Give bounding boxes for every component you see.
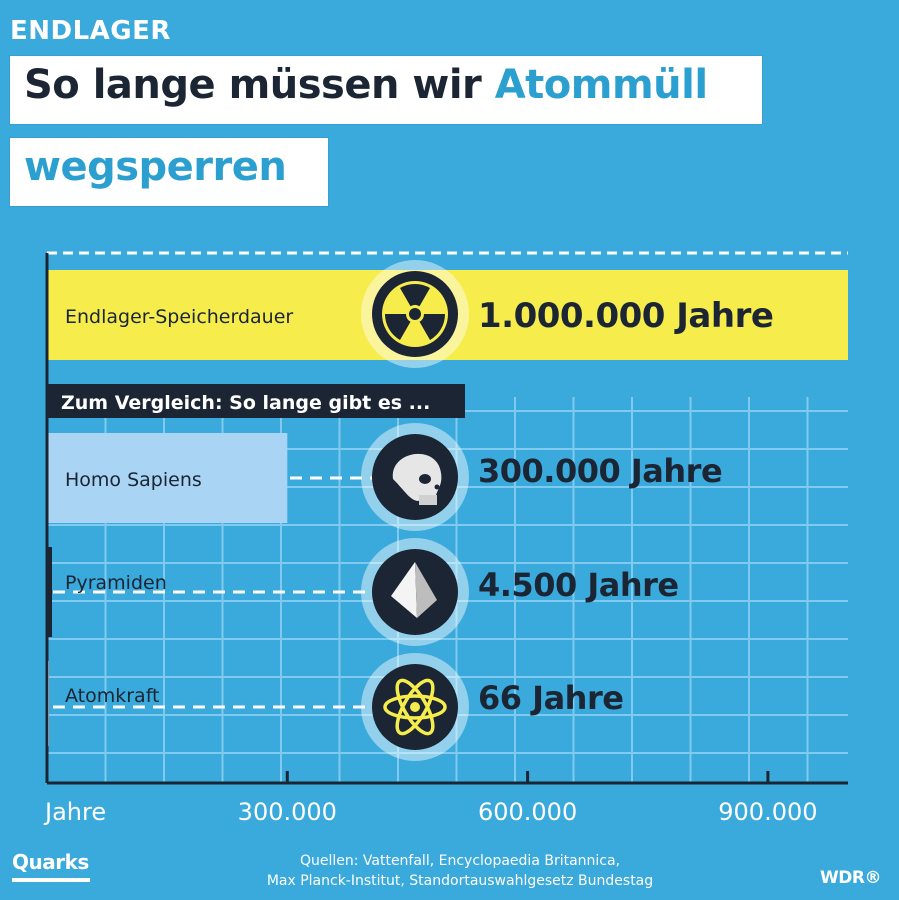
value-label: 4.500 Jahre <box>478 566 679 604</box>
skull-eye <box>419 474 431 484</box>
radiation-icon <box>361 260 469 368</box>
radiation-blade <box>385 314 411 340</box>
category-label: Homo Sapiens <box>65 469 202 491</box>
radiation-blade <box>400 284 430 307</box>
skull-nose <box>434 484 440 490</box>
atom-nucleus <box>410 702 420 712</box>
category-label: Pyramiden <box>65 572 167 594</box>
sources-text: Quellen: Vattenfall, Encyclopaedia Brita… <box>240 851 680 891</box>
category-label: Atomkraft <box>65 685 160 707</box>
category-label: Endlager-Speicherdauer <box>65 306 293 328</box>
atom-orbit <box>395 678 435 736</box>
pyramid-icon <box>361 538 469 646</box>
title-line1-dark: So lange müssen wir <box>24 62 482 108</box>
value-label: 66 Jahre <box>478 679 623 717</box>
title-line2: wegsperren <box>24 144 287 190</box>
sources-line2: Max Planck-Institut, Standortauswahlgese… <box>266 873 654 889</box>
atom-orbit <box>395 678 435 736</box>
bar <box>47 547 52 637</box>
atom-orbit <box>383 694 447 720</box>
section-label-background <box>47 384 465 418</box>
title-line1-accent: Atommüll <box>494 62 708 108</box>
skull-jaw <box>419 495 437 505</box>
skull-cranium <box>392 453 442 501</box>
x-tick-label: 600.000 <box>478 798 577 826</box>
kicker-label: ENDLAGER <box>10 16 171 46</box>
x-tick-label: 900.000 <box>718 798 817 826</box>
value-label: 1.000.000 Jahre <box>478 296 773 336</box>
x-tick-label: 300.000 <box>238 798 337 826</box>
title-line1: So lange müssen wir Atommüll <box>24 62 708 108</box>
x-tick-label: Jahre <box>43 798 106 826</box>
bar <box>47 433 288 523</box>
atom-icon <box>361 653 469 761</box>
skull-icon <box>361 423 469 531</box>
radiation-blade <box>419 314 445 340</box>
radiation-center <box>409 308 421 320</box>
pyramid-face-left <box>391 562 417 618</box>
quarks-logo-underline <box>12 878 90 882</box>
quarks-logo: Quarks <box>12 850 89 874</box>
title-box-line2: wegsperren <box>10 138 328 206</box>
wdr-logo: WDR® <box>820 868 881 888</box>
section-label: Zum Vergleich: So lange gibt es ... <box>61 392 430 414</box>
value-label: 300.000 Jahre <box>478 452 722 490</box>
title-box-line1: So lange müssen wir Atommüll <box>10 56 762 124</box>
sources-line1: Quellen: Vattenfall, Encyclopaedia Brita… <box>299 853 621 869</box>
pyramid-face-right <box>415 562 437 618</box>
